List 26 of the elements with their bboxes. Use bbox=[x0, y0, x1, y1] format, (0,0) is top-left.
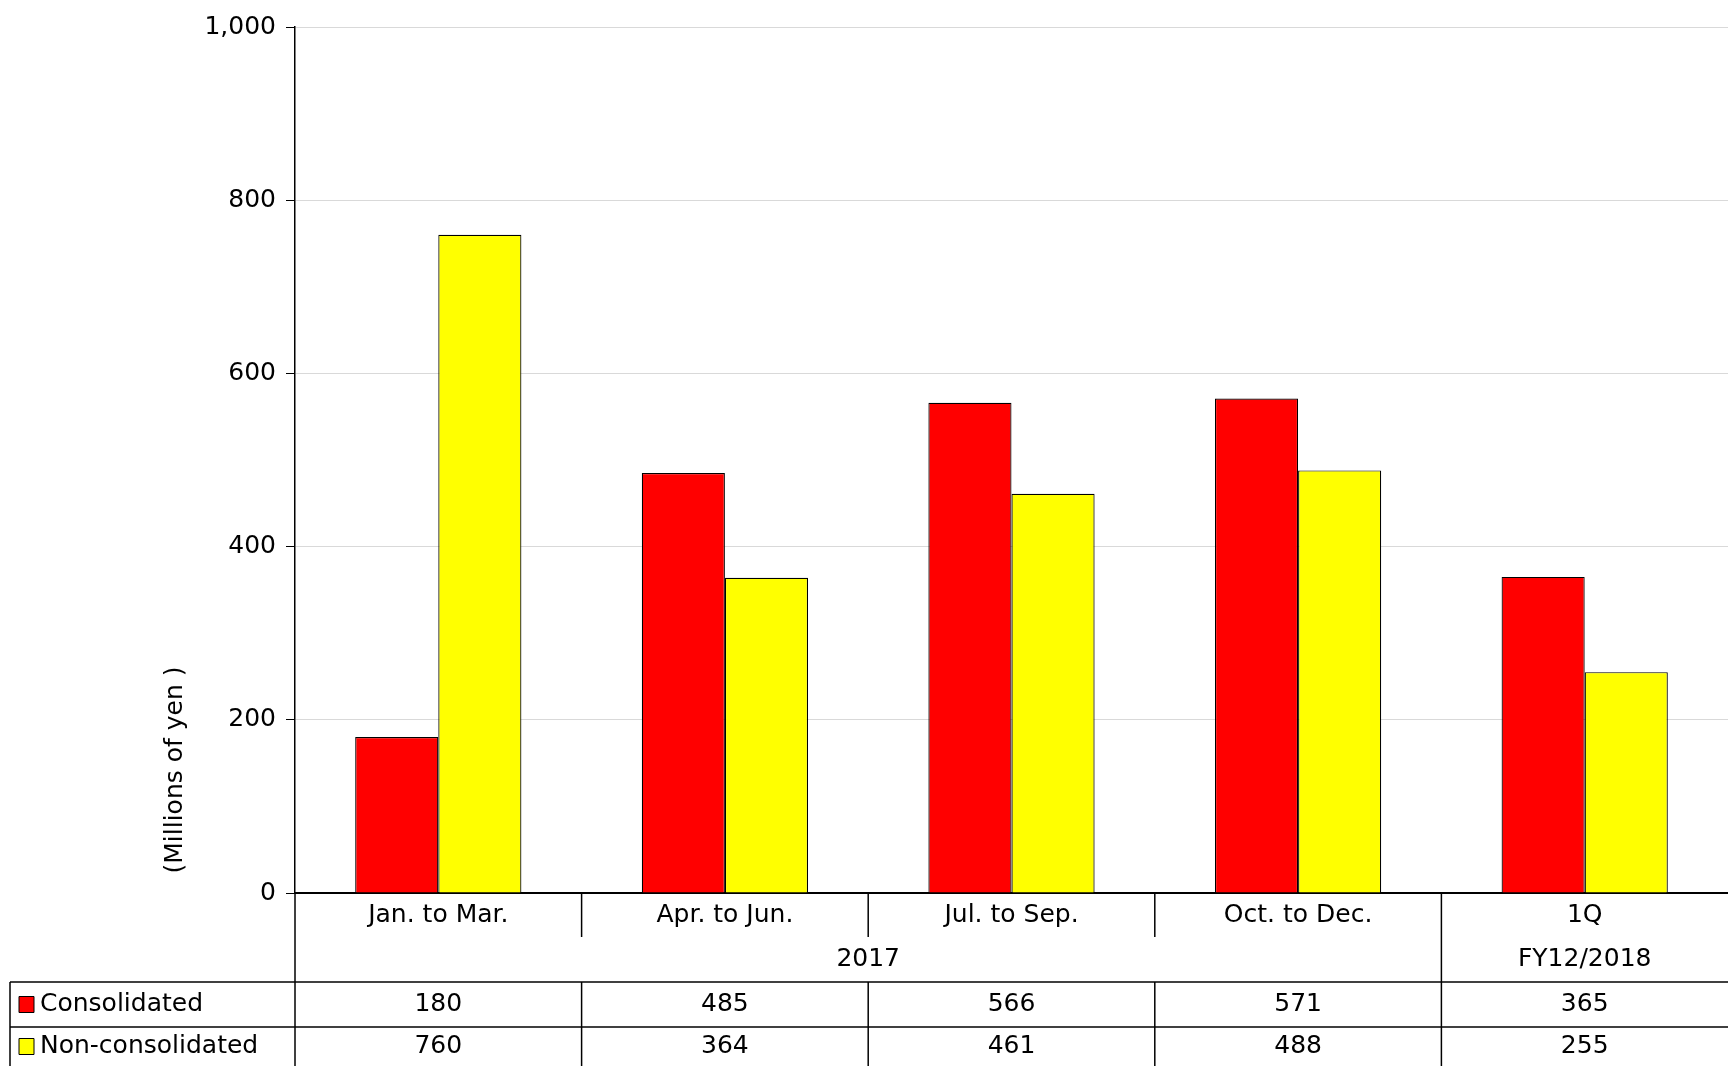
x-tick-label: Jul. to Sep. bbox=[942, 898, 1079, 928]
data-label: 180 bbox=[414, 988, 463, 1017]
text: 2017 bbox=[836, 943, 901, 972]
data-label: 760 bbox=[414, 1030, 463, 1059]
y-tick-label: 600 bbox=[228, 356, 276, 386]
legend-label: Non-consolidated bbox=[40, 1030, 259, 1059]
data-label: 255 bbox=[1560, 1030, 1609, 1059]
data-label: 566 bbox=[987, 988, 1036, 1017]
y-tick-label: 200 bbox=[228, 703, 276, 733]
y-axis-title: (Millions of yen ) bbox=[158, 666, 188, 874]
x-tick-label: Oct. to Dec. bbox=[1223, 898, 1373, 928]
data-label: 364 bbox=[701, 1030, 749, 1059]
legend-label: Consolidated bbox=[40, 988, 204, 1017]
y-tick-label: 1,000 bbox=[204, 10, 276, 40]
x-tick-label: Jan. to Mar. bbox=[366, 898, 509, 928]
data-label: 365 bbox=[1560, 988, 1609, 1017]
y-tick-label: 400 bbox=[228, 530, 276, 560]
y-tick-label: 0 bbox=[260, 876, 276, 906]
data-label: 485 bbox=[701, 988, 749, 1017]
data-label: 571 bbox=[1274, 988, 1322, 1017]
x-tick-label: Apr. to Jun. bbox=[656, 898, 794, 928]
x-tick-label: 1Q bbox=[1566, 898, 1603, 928]
data-label: 488 bbox=[1274, 1030, 1322, 1059]
text: FY12/2018 bbox=[1517, 943, 1652, 972]
y-tick-label: 800 bbox=[228, 183, 276, 213]
data-label: 461 bbox=[987, 1030, 1036, 1059]
